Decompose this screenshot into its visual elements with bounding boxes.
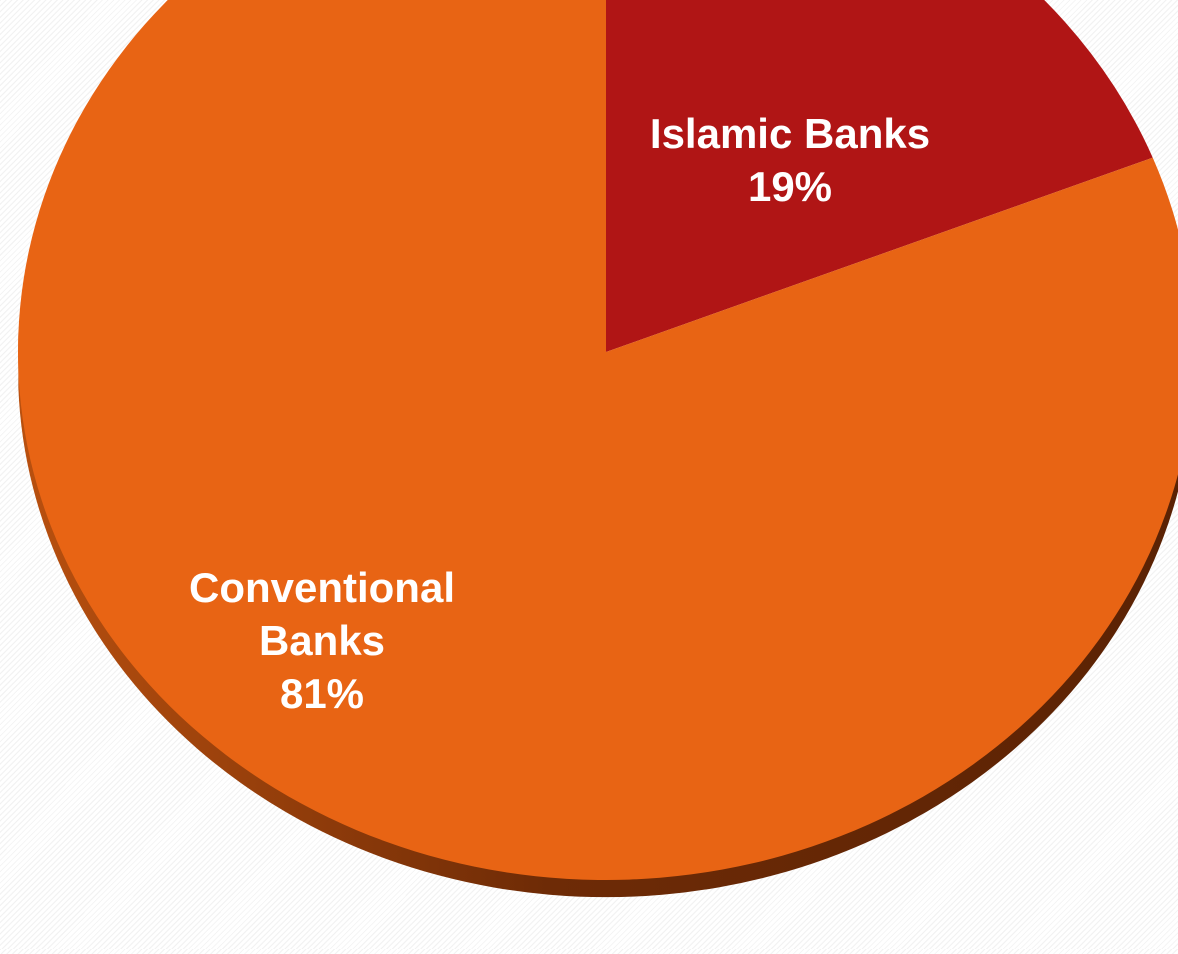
pie-slice-islamic-banks (606, 0, 1153, 352)
pie-slice-name: Banks (259, 617, 385, 664)
pie-top-layer (18, 0, 1178, 880)
pie-slice-name: Islamic Banks (650, 110, 930, 157)
pie-slice-conventional-banks (18, 0, 1178, 880)
pie-slice-label: Conventional Banks 81% (189, 564, 455, 717)
pie-label-layer: Islamic Banks 19% Conventional Banks 81% (189, 110, 930, 717)
pie-slice-percent: 81% (280, 670, 364, 717)
pie-slice-label: Islamic Banks 19% (650, 110, 930, 210)
pie-slice-percent: 19% (748, 163, 832, 210)
pie-slice-name: Conventional (189, 564, 455, 611)
